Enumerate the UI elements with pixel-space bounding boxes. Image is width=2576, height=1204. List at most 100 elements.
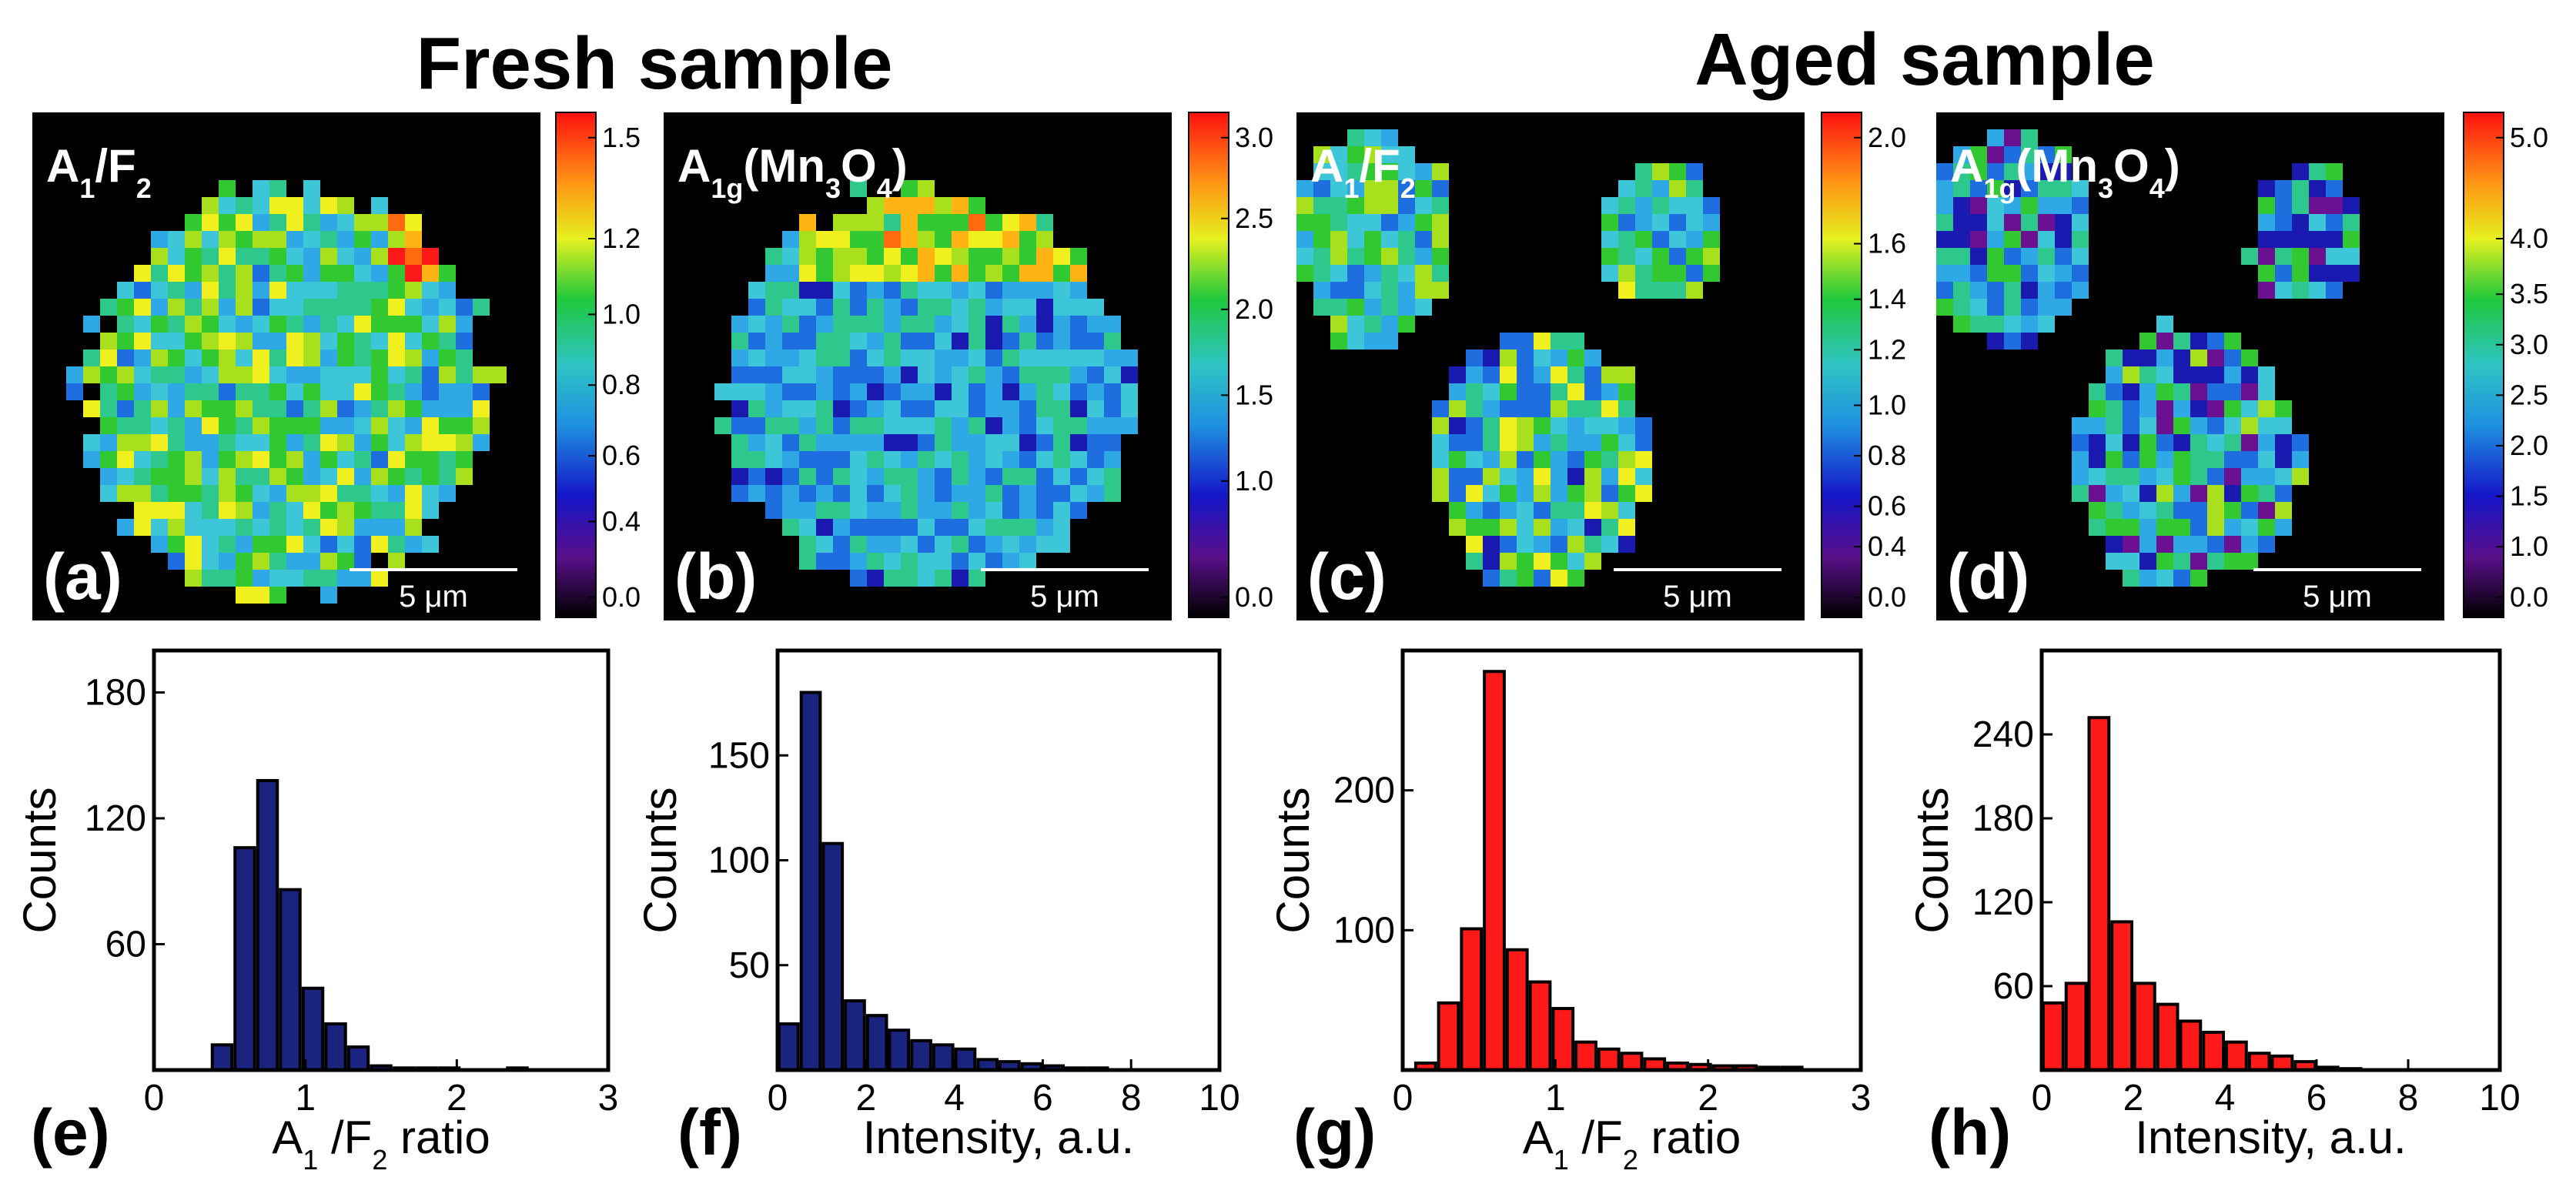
y-tick-label: 200 (1333, 771, 1395, 811)
x-tick-label: 0 (768, 1078, 788, 1119)
histogram-h: 0 2 4 6 8 10 60 120 180 240 Intensity, a.u. Counts (… (1906, 648, 2521, 1169)
colorbar-tick-label: 1.5 (1235, 379, 1273, 410)
x-axis-label: Intensity, a.u. (863, 1112, 1134, 1163)
colorbar-tick-label: 1.0 (1235, 465, 1273, 497)
panel-letter: (a) (43, 540, 122, 613)
colorbar-tick-label: 0.8 (1868, 440, 1906, 471)
histogram-bar (301, 986, 325, 1072)
colorbar-tick-label: 2.0 (1868, 122, 1906, 153)
panel-letter: (f) (677, 1096, 742, 1169)
x-tick-label: 4 (944, 1078, 965, 1119)
histogram-bar (2042, 1001, 2065, 1072)
panel-letter: (d) (1947, 540, 2029, 613)
x-tick-label: 8 (1121, 1078, 1142, 1119)
histogram-bar (346, 1045, 370, 1072)
histogram-bar (1528, 980, 1552, 1072)
histogram-bar (2179, 1019, 2203, 1072)
histogram-bar (324, 1022, 347, 1072)
histogram-bar (910, 1038, 932, 1072)
colorbar-tick-label: 4.0 (2510, 222, 2548, 254)
histogram-bar (1437, 1001, 1460, 1072)
histogram-bar (844, 999, 866, 1072)
x-axis-label: A1 /F2 ratio (1523, 1112, 1741, 1176)
x-tick-label: 1 (1545, 1078, 1566, 1119)
y-tick-label: 150 (708, 735, 770, 776)
histogram-bar (932, 1043, 955, 1072)
colorbar-tick-label: 2.5 (2510, 379, 2548, 410)
x-tick-label: 2 (1698, 1078, 1718, 1119)
aged-sample-title: Aged sample (1694, 18, 2155, 101)
colorbar-tick-label: 3.0 (1235, 122, 1273, 153)
x-tick-label: 0 (2032, 1078, 2052, 1119)
map-pixels (1936, 129, 2360, 587)
panel-letter: (b) (674, 540, 757, 613)
colorbar-tick-label: 0.0 (602, 581, 641, 613)
colorbar (1188, 112, 1229, 618)
histogram-bar (2270, 1054, 2294, 1072)
y-tick-label: 180 (1972, 798, 2034, 839)
histogram-bar (778, 1022, 800, 1072)
map-label: A1g(Mn3O4) (1950, 140, 2180, 204)
x-tick-label: 2 (2123, 1078, 2144, 1119)
map-pixels (1296, 129, 1720, 587)
x-tick-label: 0 (1393, 1078, 1413, 1119)
histogram-bar (821, 841, 845, 1072)
x-tick-label: 2 (447, 1078, 467, 1119)
histogram-bar (1574, 1040, 1597, 1072)
histogram-bar (888, 1028, 911, 1072)
y-tick-label: 120 (85, 798, 146, 839)
colorbar-tick-label: 0.0 (1868, 581, 1906, 613)
histogram-bar (210, 1043, 234, 1072)
plot-frame (152, 648, 611, 1072)
histogram-bar (1551, 1007, 1575, 1072)
colorbar (1821, 112, 1862, 618)
histogram-bar (1505, 948, 1529, 1072)
colorbar-tick-label: 2.0 (2510, 430, 2548, 461)
histogram-bar (2202, 1030, 2225, 1072)
map-panel-1: A1/F2 (a) 5 μm 1.5 1.2 1.0 0.8 0.6 0.4 0.0 (32, 112, 641, 620)
colorbar-tick-label: 1.5 (602, 122, 641, 153)
histogram-bar (865, 1014, 888, 1072)
colorbar-tick-label: 0.4 (1868, 530, 1906, 562)
histogram-bar (2087, 716, 2111, 1072)
y-axis-label: Counts (634, 787, 686, 933)
y-tick-label: 60 (105, 925, 146, 965)
y-tick-label: 100 (708, 841, 770, 881)
colorbar-tick-label: 0.8 (602, 369, 641, 400)
y-tick-label: 240 (1972, 714, 2034, 755)
x-tick-label: 1 (295, 1078, 316, 1119)
map-label: A1/F2 (1310, 140, 1416, 204)
colorbar-tick-label: 1.0 (2510, 530, 2548, 562)
colorbar-tick-label: 1.2 (602, 222, 641, 254)
scale-bar-label: 5 μm (1663, 580, 1732, 614)
colorbar (555, 112, 597, 618)
colorbar-tick-label: 2.0 (1235, 293, 1273, 325)
panel-letter: (g) (1293, 1096, 1376, 1169)
panel-letter: (c) (1307, 540, 1387, 613)
colorbar-tick-label: 1.6 (1868, 228, 1906, 259)
y-tick-label: 60 (1993, 966, 2034, 1007)
map-pixels (714, 180, 1138, 587)
histogram-e: 0 1 2 3 60 120 180 A1 /F2 ratio Counts (e) (14, 648, 619, 1176)
x-tick-label: 0 (144, 1078, 165, 1119)
x-tick-label: 3 (598, 1078, 619, 1119)
histogram-bar (1483, 670, 1506, 1072)
map-panel-3: A1/F2 (c) 5 μm 2.0 1.6 1.4 1.2 1.0 0.8 0.6 0.4 0.0 (1296, 112, 1906, 620)
colorbar-tick-label: 1.0 (1868, 389, 1906, 420)
y-axis-label: Counts (14, 787, 65, 933)
colorbar-tick-label: 0.0 (1235, 581, 1273, 613)
y-tick-label: 180 (85, 673, 146, 714)
y-axis-label: Counts (1267, 787, 1319, 933)
plot-frame (2039, 648, 2502, 1072)
histogram-bar (2156, 1002, 2180, 1072)
colorbar-tick-label: 1.4 (1868, 283, 1906, 315)
x-tick-label: 6 (1032, 1078, 1053, 1119)
scale-bar-label: 5 μm (399, 580, 468, 614)
colorbar-tick-label: 2.5 (1235, 202, 1273, 234)
colorbar-tick-label: 0.4 (602, 505, 641, 537)
histogram-bar (279, 888, 302, 1072)
histogram-g: 0 1 2 3 100 200 A1 /F2 ratio Counts (g) (1267, 648, 1871, 1176)
x-tick-label: 10 (2479, 1078, 2520, 1119)
